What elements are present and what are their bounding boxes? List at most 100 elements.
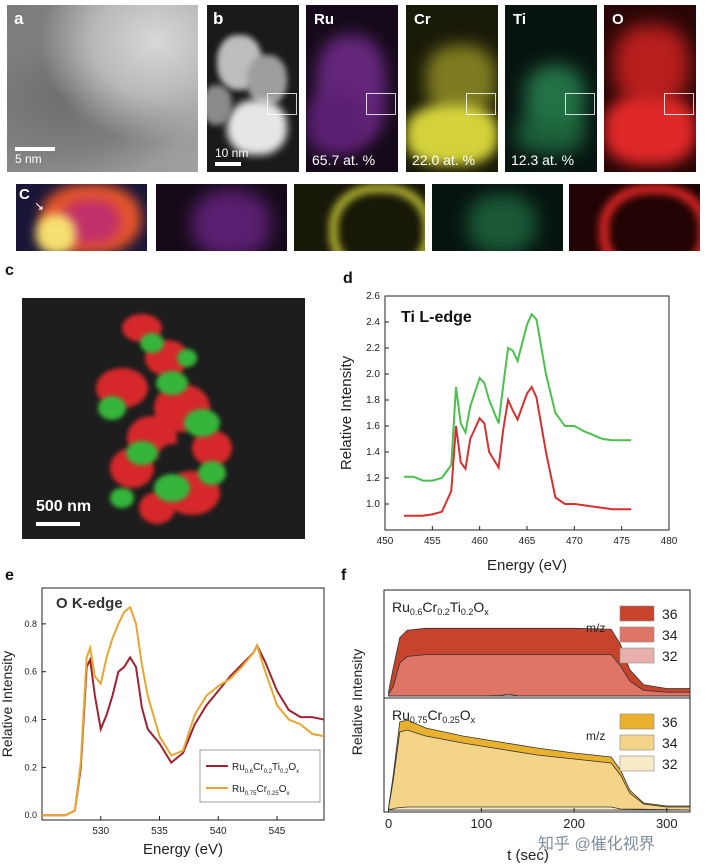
panel-label-a: a — [14, 9, 24, 28]
y-tick-label-d: 1.0 — [366, 499, 380, 510]
legend-swatch-32 — [619, 647, 655, 664]
y-tick-label-d: 2.4 — [366, 317, 380, 328]
scale-text-a: 5 nm — [15, 152, 42, 166]
arrow-icon: ↘ — [34, 199, 45, 213]
strip-map-ru — [156, 184, 287, 251]
map-label-ru: Ru — [314, 11, 334, 28]
y-tick-label-d: 1.8 — [366, 395, 380, 406]
panel-label-b: b — [213, 9, 224, 28]
x-tick-label-d: 455 — [424, 536, 441, 547]
mz-label-bottom: m/z — [586, 729, 605, 743]
legend-e: Ru0.6Cr0.2Ti0.2Ox Ru0.75Cr0.25Ox — [199, 749, 321, 803]
area-mz-34-sub0 — [388, 654, 691, 697]
legend-swatch-32 — [619, 755, 655, 772]
legend-label-36: 36 — [662, 714, 678, 730]
xlabel-e: Energy (eV) — [143, 841, 223, 858]
x-tick-label-f: 100 — [471, 816, 493, 831]
y-tick-label-d: 1.6 — [366, 421, 380, 432]
ylabel-d: Relative Intensity — [338, 355, 355, 470]
map-label-cr: Cr — [414, 11, 431, 28]
eds-map-o: O — [604, 5, 696, 172]
ylabel-e: Relative Intensity — [0, 651, 15, 758]
chart-title-e: O K-edge — [56, 595, 123, 612]
y-tick-label-d: 1.2 — [366, 473, 380, 484]
x-tick-label-e: 540 — [210, 826, 227, 837]
x-tick-label-d: 460 — [471, 536, 488, 547]
plot-frame-d — [384, 295, 670, 531]
chart-title-d: Ti L-edge — [401, 309, 472, 326]
legend-swatch-36 — [619, 713, 655, 730]
xlabel-d: Energy (eV) — [487, 557, 567, 574]
map-percent-ru: 65.7 at. % — [312, 152, 376, 168]
series-green — [403, 312, 632, 482]
map-percent-ti: 12.3 at. % — [511, 152, 575, 168]
map-percent-cr: 22.0 at. % — [412, 152, 476, 168]
scale-bar-a — [15, 147, 55, 151]
legend-label-34: 34 — [662, 627, 678, 643]
legend-swatch-36 — [619, 605, 655, 622]
x-tick-label-e: 530 — [92, 826, 109, 837]
legend-item-ru075: Ru0.75Cr0.25Ox — [232, 784, 290, 797]
y-tick-label-e: 0.2 — [24, 762, 37, 772]
x-tick-label-d: 480 — [661, 536, 678, 547]
panel-label-d: d — [343, 270, 353, 287]
eds-map-ti: Ti 12.3 at. % — [505, 5, 597, 172]
y-tick-label-e: 0.8 — [24, 619, 37, 629]
x-tick-label-d: 465 — [519, 536, 536, 547]
haadf-image-b: b 10 nm — [207, 5, 299, 172]
legend-item-ru06: Ru0.6Cr0.2Ti0.2Ox — [232, 762, 299, 775]
map-label-ti: Ti — [513, 11, 527, 28]
x-tick-label-e: 545 — [269, 826, 286, 837]
area-mz-34-sub1 — [388, 729, 691, 811]
legend-label-36: 36 — [662, 606, 678, 622]
scale-text-b: 10 nm — [215, 146, 249, 160]
mass-spec-chart: 0 100 200 300 Ru0.6Cr0.2Ti0.2Ox Ru0.75Cr0.2… — [349, 589, 691, 864]
x-tick-label-d: 450 — [377, 536, 394, 547]
legend-swatch-34 — [619, 734, 655, 751]
x-tick-label-f: 200 — [563, 816, 585, 831]
y-tick-label-d: 1.4 — [366, 447, 380, 458]
y-tick-label-e: 0.6 — [24, 667, 37, 677]
series-ru06cr02ti02ox — [42, 643, 325, 817]
eds-map-ru: Ru 65.7 at. % — [306, 5, 398, 172]
composite-map-c: 500 nm — [22, 298, 305, 539]
y-tick-label-e: 0.0 — [24, 810, 37, 820]
y-tick-label-d: 2.2 — [366, 343, 380, 354]
y-tick-label-d: 2.6 — [366, 291, 380, 302]
ylabel-f: Relative Intensity — [349, 649, 365, 756]
composite-map-strip: C ↘ — [16, 184, 147, 251]
series-red — [403, 385, 632, 517]
strip-map-cr — [294, 184, 425, 251]
x-tick-label-d: 470 — [566, 536, 583, 547]
panel-label-c: c — [5, 262, 14, 279]
legend-label-32: 32 — [662, 756, 678, 772]
y-tick-label-d: 2.0 — [366, 369, 380, 380]
subplot-title-bottom: Ru0.75Cr0.25Ox — [392, 707, 476, 725]
hrtem-image-a: a 5 nm — [7, 5, 198, 172]
mz-label-top: m/z — [586, 621, 605, 635]
strip-map-o — [569, 184, 700, 251]
o-k-edge-chart: O K-edge 530 535 540 545 0.0 0.2 0.4 0.6 0.8 Ru… — [0, 587, 325, 858]
panel-label-f: f — [341, 567, 347, 584]
series-ru075cr025ox — [42, 605, 325, 817]
area-mz-32-sub1 — [388, 806, 691, 811]
watermark: 知乎 @催化视界 — [538, 836, 655, 853]
legend-swatch-34 — [619, 626, 655, 643]
strip-label-c: C — [19, 186, 30, 203]
y-tick-label-e: 0.4 — [24, 715, 37, 725]
x-tick-label-f: 0 — [385, 816, 392, 831]
scale-text-c: 500 nm — [36, 498, 92, 515]
x-tick-label-e: 535 — [151, 826, 168, 837]
legend-label-34: 34 — [662, 735, 678, 751]
scale-bar-c — [36, 522, 80, 526]
eds-map-cr: Cr 22.0 at. % — [406, 5, 498, 172]
legend-label-32: 32 — [662, 648, 678, 664]
x-tick-label-d: 475 — [613, 536, 630, 547]
subplot-title-top: Ru0.6Cr0.2Ti0.2Ox — [392, 599, 489, 617]
ti-l-edge-chart: Ti L-edge 450 455 460 465 470 475 480 1.0 1.2 1.… — [338, 291, 678, 574]
panel-label-e: e — [5, 567, 14, 584]
xlabel-f: t (sec) — [507, 847, 549, 864]
area-mz-32-sub0 — [388, 693, 690, 697]
map-label-o: O — [612, 11, 624, 28]
x-tick-label-f: 300 — [656, 816, 678, 831]
